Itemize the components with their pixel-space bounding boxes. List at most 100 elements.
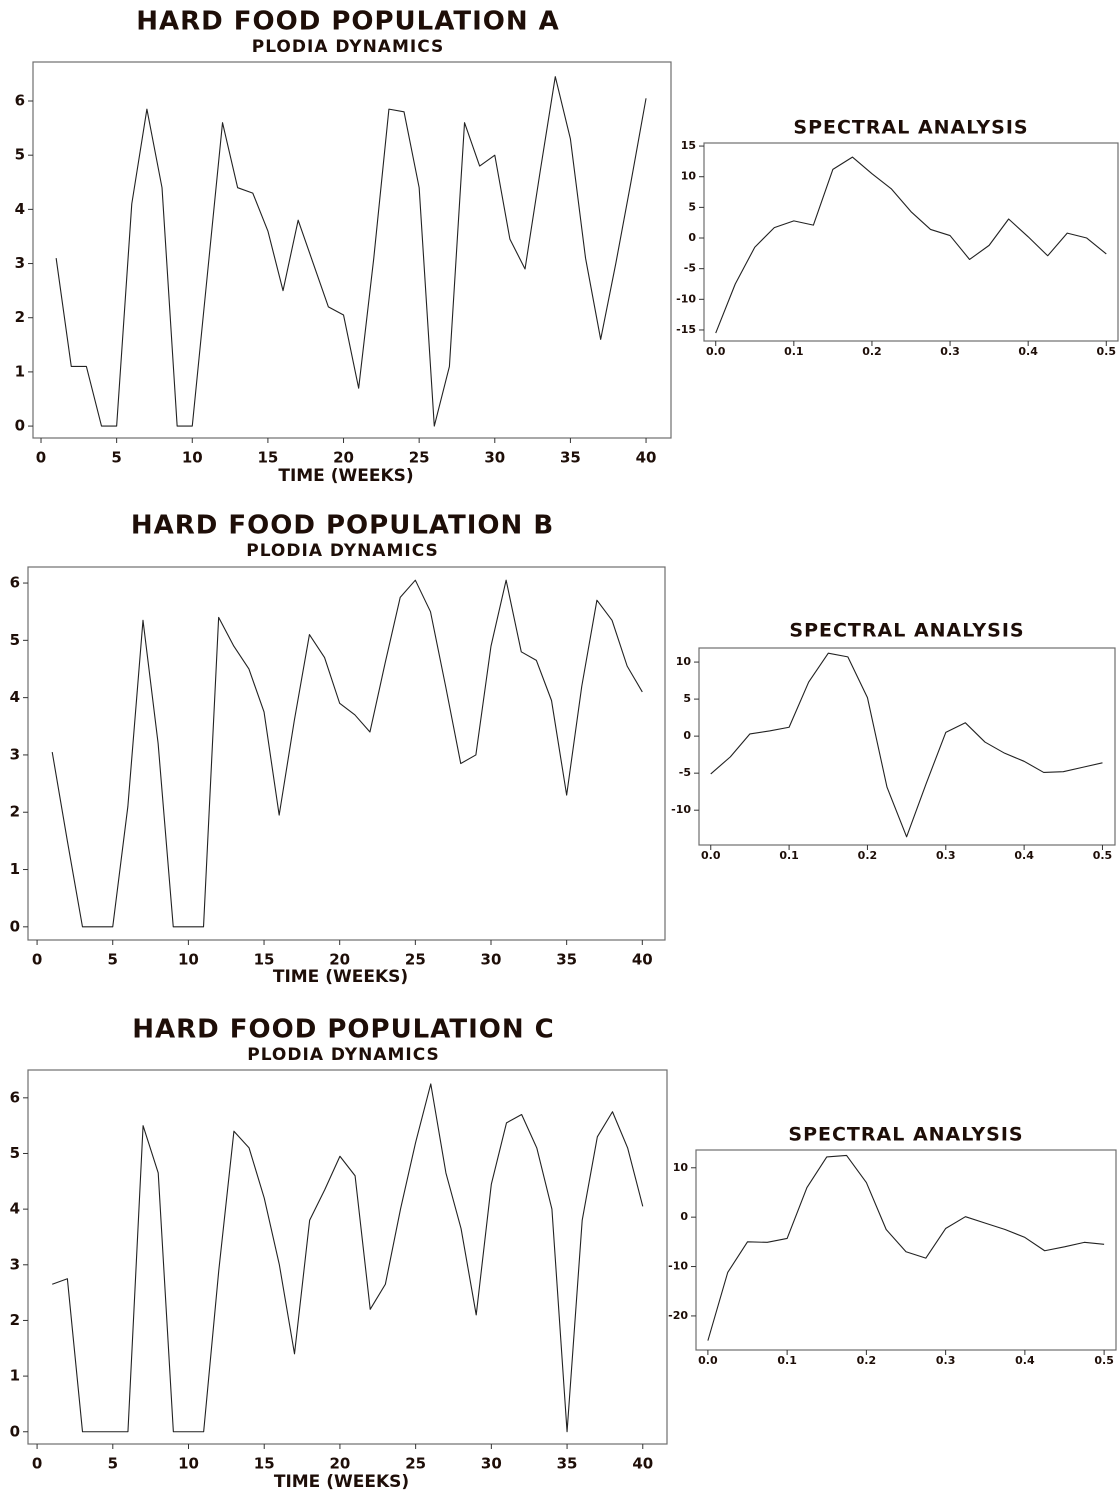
- x-tick-label: 0.3: [936, 1354, 956, 1367]
- x-axis-label: TIME (WEEKS): [273, 967, 408, 987]
- data-line: [707, 1154, 1105, 1341]
- plot-frame: [27, 1069, 668, 1445]
- chart-title: SPECTRAL ANALYSIS: [793, 117, 1028, 139]
- y-tick-label: 10: [673, 1161, 689, 1174]
- y-tick-label: 15: [681, 139, 696, 152]
- x-tick-label: 10: [178, 951, 199, 969]
- y-tick-label: 10: [681, 170, 697, 183]
- x-axis-label: TIME (WEEKS): [274, 1472, 409, 1492]
- x-tick-label: 0.1: [777, 1354, 797, 1367]
- x-tick-label: 0.4: [1014, 849, 1034, 862]
- y-tick-label: 10: [676, 655, 692, 668]
- y-tick-label: 5: [683, 692, 691, 705]
- y-tick-label: 3: [10, 1255, 20, 1273]
- y-tick-label: -5: [679, 766, 691, 779]
- x-tick-label: 5: [111, 449, 121, 467]
- x-tick-label: 5: [108, 951, 118, 969]
- y-tick-label: 3: [10, 745, 20, 763]
- y-tick-label: 6: [10, 574, 20, 592]
- x-tick-label: 25: [405, 1455, 426, 1473]
- x-tick-label: 5: [108, 1455, 118, 1473]
- x-tick-label: 25: [405, 951, 426, 969]
- x-tick-label: 0.1: [779, 849, 799, 862]
- x-tick-label: 0: [32, 1455, 42, 1473]
- y-tick-label: 0: [10, 917, 20, 935]
- x-tick-label: 30: [481, 1455, 502, 1473]
- chart-subtitle: PLODIA DYNAMICS: [246, 541, 439, 561]
- x-tick-label: 35: [560, 449, 581, 467]
- data-line: [51, 579, 643, 928]
- x-tick-label: 0.3: [940, 345, 960, 358]
- y-tick-label: 0: [15, 417, 25, 435]
- x-tick-label: 0.2: [858, 849, 878, 862]
- plot-frame: [703, 142, 1119, 342]
- data-line: [715, 156, 1107, 334]
- chart-subtitle: PLODIA DYNAMICS: [252, 37, 445, 57]
- x-tick-label: 20: [333, 449, 354, 467]
- x-tick-label: 0.1: [784, 345, 804, 358]
- x-tick-label: 0: [36, 449, 46, 467]
- x-tick-label: 15: [257, 449, 278, 467]
- y-tick-label: 1: [15, 362, 25, 380]
- x-tick-label: 40: [632, 1455, 653, 1473]
- x-tick-label: 10: [182, 449, 203, 467]
- chart-title: SPECTRAL ANALYSIS: [789, 620, 1024, 642]
- y-tick-label: -5: [684, 262, 696, 275]
- x-tick-label: 0.2: [862, 345, 882, 358]
- x-tick-label: 35: [556, 951, 577, 969]
- x-tick-label: 40: [632, 951, 653, 969]
- chart-subtitle: PLODIA DYNAMICS: [247, 1045, 440, 1065]
- x-tick-label: 0.3: [936, 849, 956, 862]
- x-tick-label: 0.0: [701, 849, 721, 862]
- y-tick-label: -20: [668, 1309, 688, 1322]
- y-tick-label: 3: [15, 254, 25, 272]
- x-tick-label: 10: [178, 1455, 199, 1473]
- x-tick-label: 0.5: [1094, 1354, 1114, 1367]
- x-tick-label: 0.4: [1015, 1354, 1035, 1367]
- y-tick-label: -10: [671, 803, 691, 816]
- y-tick-label: 5: [688, 200, 696, 213]
- x-tick-label: 0: [32, 951, 42, 969]
- y-tick-label: 2: [15, 308, 25, 326]
- x-tick-label: 30: [481, 951, 502, 969]
- y-tick-label: 4: [10, 1200, 20, 1218]
- x-tick-label: 15: [254, 951, 275, 969]
- plot-frame: [27, 566, 666, 941]
- plot-frame: [32, 61, 672, 439]
- x-tick-label: 35: [557, 1455, 578, 1473]
- y-tick-label: 0: [683, 729, 691, 742]
- data-line: [55, 76, 647, 427]
- x-axis-label: TIME (WEEKS): [278, 466, 413, 486]
- x-tick-label: 0.0: [698, 1354, 718, 1367]
- x-tick-label: 0.4: [1018, 345, 1038, 358]
- data-line: [710, 652, 1103, 838]
- chart-title: SPECTRAL ANALYSIS: [788, 1124, 1023, 1146]
- y-tick-label: 2: [10, 1311, 20, 1329]
- y-tick-label: 1: [10, 1367, 20, 1385]
- x-tick-label: 0.5: [1097, 345, 1117, 358]
- y-tick-label: 2: [10, 803, 20, 821]
- x-tick-label: 0.0: [706, 345, 726, 358]
- chart-title: HARD FOOD POPULATION A: [136, 7, 560, 37]
- chart-title: HARD FOOD POPULATION C: [132, 1015, 555, 1045]
- y-tick-label: -15: [676, 323, 696, 336]
- y-tick-label: 6: [10, 1088, 20, 1106]
- y-tick-label: -10: [668, 1260, 688, 1273]
- plot-frame: [698, 647, 1116, 846]
- x-tick-label: 20: [329, 1455, 350, 1473]
- x-tick-label: 30: [484, 449, 505, 467]
- y-tick-label: 6: [15, 92, 25, 110]
- y-tick-label: 5: [10, 631, 20, 649]
- x-tick-label: 0.2: [857, 1354, 877, 1367]
- y-tick-label: 5: [10, 1144, 20, 1162]
- y-tick-label: 4: [10, 688, 20, 706]
- y-tick-label: 0: [680, 1210, 688, 1223]
- y-tick-label: -10: [676, 292, 696, 305]
- x-tick-label: 0.5: [1093, 849, 1113, 862]
- plot-frame: [695, 1149, 1117, 1351]
- x-tick-label: 20: [329, 951, 350, 969]
- y-tick-label: 0: [10, 1422, 20, 1440]
- x-tick-label: 40: [636, 449, 657, 467]
